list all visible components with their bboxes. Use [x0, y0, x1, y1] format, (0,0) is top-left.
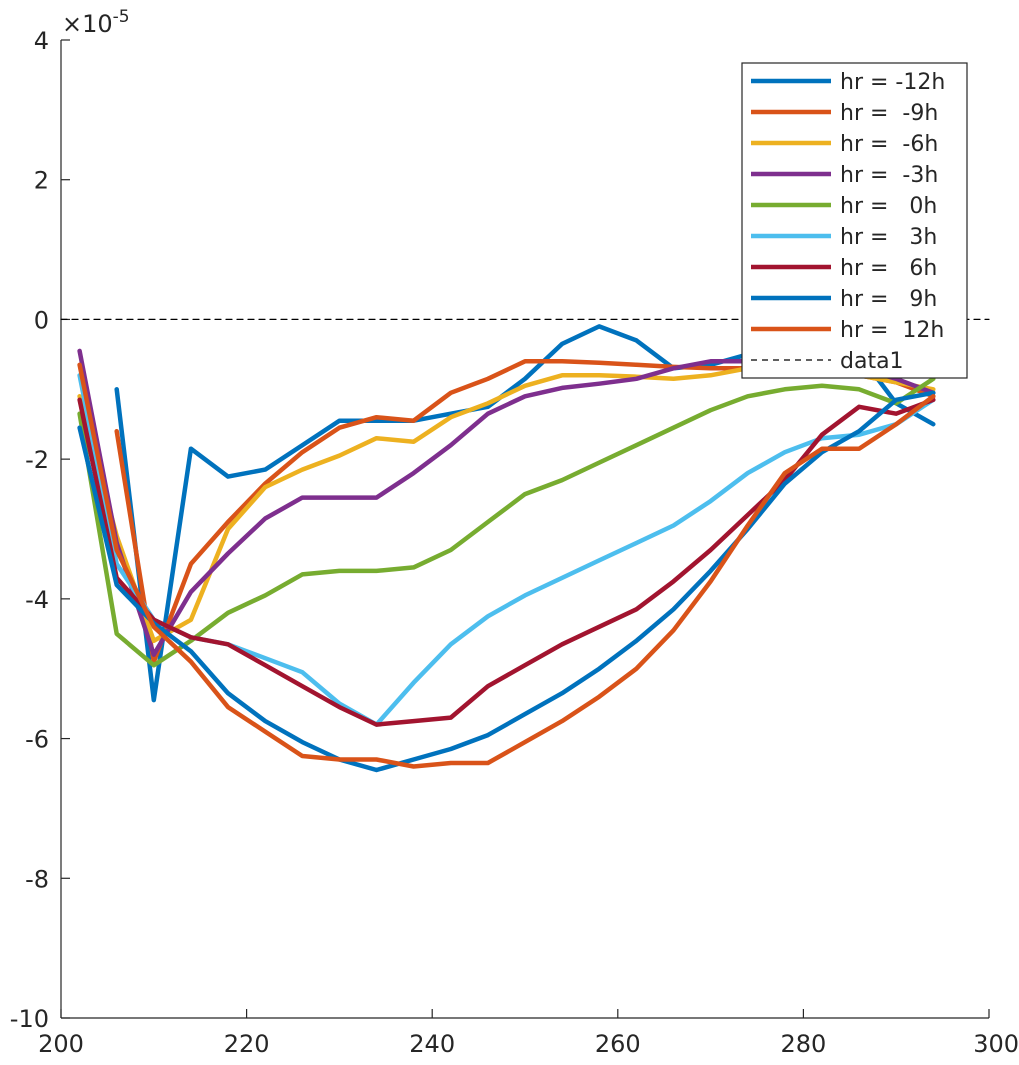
- y-exponent-base: ×10: [62, 10, 113, 38]
- x-tick-label: 300: [973, 1030, 1019, 1058]
- series-line-2: [77, 366, 936, 644]
- y-tick-label: 2: [34, 167, 49, 195]
- legend-label-0: hr = -12h: [840, 70, 945, 95]
- legend-label-7: hr = 9h: [840, 287, 937, 312]
- legend-label-6: hr = 6h: [840, 256, 937, 281]
- legend-box: [741, 62, 968, 379]
- x-tick-label: 260: [595, 1030, 641, 1058]
- series-line-4: [77, 376, 936, 668]
- y-tick-label: 0: [34, 306, 49, 334]
- x-tick-label: 220: [224, 1030, 270, 1058]
- series-line-7: [77, 390, 936, 773]
- y-tick-label: -6: [25, 726, 49, 754]
- legend-label-1: hr = -9h: [840, 101, 938, 126]
- series-line-1: [114, 359, 936, 664]
- x-tick-label: 200: [38, 1030, 84, 1058]
- x-tick-label: 240: [409, 1030, 455, 1058]
- y-exponent-label: ×10-5: [62, 7, 130, 38]
- legend-label-9: data1: [840, 349, 904, 374]
- series-line-8: [77, 362, 936, 769]
- legend-label-2: hr = -6h: [840, 132, 938, 157]
- legend-label-3: hr = -3h: [840, 163, 938, 188]
- legend-label-5: hr = 3h: [840, 225, 937, 250]
- y-tick-label: -2: [25, 446, 49, 474]
- series-line-6: [77, 397, 936, 727]
- y-exponent-power: -5: [113, 7, 130, 27]
- y-tick-label: -8: [25, 865, 49, 893]
- y-tick-label: -10: [10, 1005, 49, 1033]
- legend-label-4: hr = 0h: [840, 194, 937, 219]
- legend-label-8: hr = 12h: [840, 318, 944, 343]
- x-tick-label: 280: [780, 1030, 826, 1058]
- y-tick-label: 4: [34, 27, 49, 55]
- y-tick-label: -4: [25, 586, 49, 614]
